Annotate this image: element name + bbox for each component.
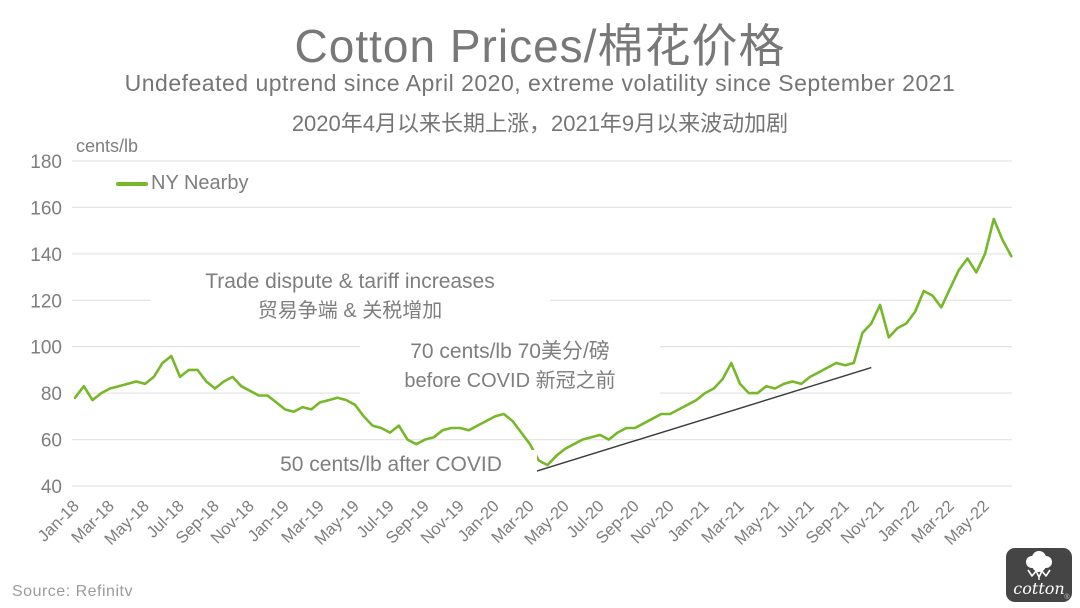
y-axis-tick-label: 140 <box>30 245 62 266</box>
uptrend-line <box>529 366 872 474</box>
legend-series-label: NY Nearby <box>151 172 249 194</box>
annotation-trade-dispute-en: Trade dispute & tariff increases <box>205 270 495 293</box>
legend: NY Nearby <box>116 172 248 195</box>
y-axis-tick-label: 180 <box>30 152 62 173</box>
legend-line-swatch-icon <box>116 181 148 186</box>
y-axis-tick-label: 160 <box>30 198 62 219</box>
y-axis-tick-label: 40 <box>41 477 62 498</box>
annotation-70-cents: 70 cents/lb 70美分/磅 before COVID 新冠之前 <box>360 337 660 396</box>
registered-trademark-icon: ® <box>1064 593 1070 601</box>
annotation-50-cents: 50 cents/lb after COVID <box>245 450 537 480</box>
cotton-incorporated-logo: cotton ® <box>1006 548 1072 602</box>
y-axis-tick-label: 80 <box>41 384 62 405</box>
annotation-50-cents-line1: 50 cents/lb after COVID <box>280 453 502 476</box>
annotation-trade-dispute: Trade dispute & tariff increases 贸易争端 & … <box>150 267 550 326</box>
y-axis-tick-label: 60 <box>41 431 62 452</box>
annotation-70-cents-line2: before COVID 新冠之前 <box>404 369 616 392</box>
source-credit: Source: Refinitv <box>12 583 133 600</box>
annotation-70-cents-line1: 70 cents/lb 70美分/磅 <box>410 340 610 363</box>
cotton-boll-icon <box>1026 551 1052 580</box>
logo-wordmark: cotton <box>1013 579 1064 598</box>
annotation-trade-dispute-cn: 贸易争端 & 关税增加 <box>257 299 443 322</box>
y-axis-tick-label: 120 <box>30 291 62 312</box>
page-title: Cotton Prices/棉花价格 <box>294 20 786 72</box>
subtitle-english: Undefeated uptrend since April 2020, ext… <box>124 70 956 96</box>
price-line-ny-nearby <box>73 217 1013 467</box>
logo-background <box>1006 548 1072 602</box>
y-axis-unit-label: cents/lb <box>76 136 139 156</box>
y-axis-tick-label: 100 <box>30 338 62 359</box>
subtitle-chinese: 2020年4月以来长期上涨，2021年9月以来波动加剧 <box>291 111 789 136</box>
